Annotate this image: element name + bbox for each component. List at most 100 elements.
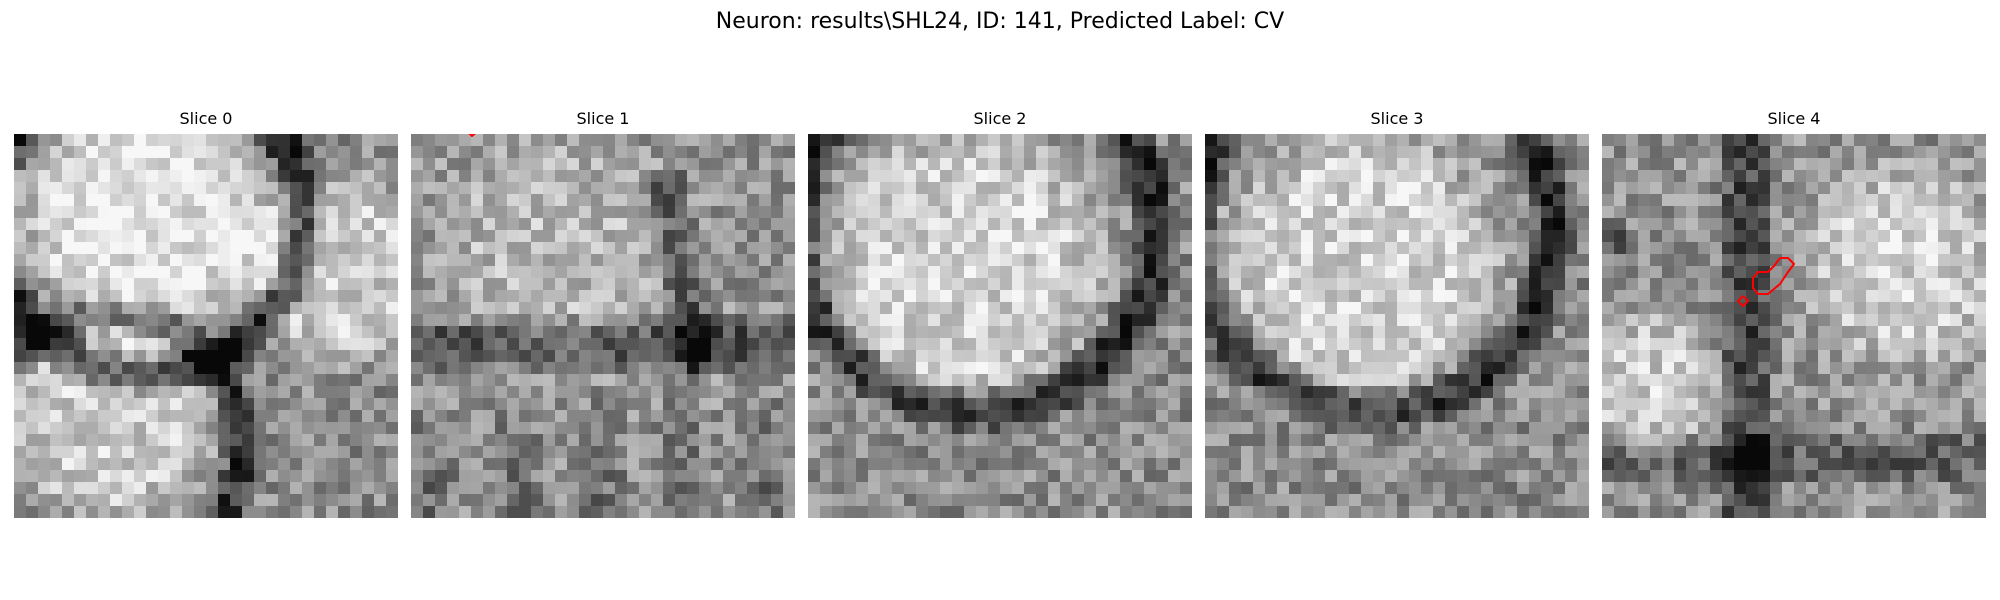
pixel xyxy=(1325,350,1337,362)
pixel xyxy=(1529,458,1541,470)
pixel xyxy=(964,182,976,194)
pixel xyxy=(1842,314,1854,326)
pixel xyxy=(832,218,844,230)
pixel xyxy=(338,482,350,494)
pixel xyxy=(338,254,350,266)
pixel xyxy=(1024,326,1036,338)
pixel xyxy=(1698,458,1710,470)
pixel xyxy=(1132,278,1144,290)
pixel xyxy=(483,410,495,422)
pixel xyxy=(362,194,374,206)
pixel xyxy=(1662,302,1674,314)
pixel xyxy=(170,386,182,398)
pixel xyxy=(771,470,783,482)
pixel xyxy=(314,350,326,362)
pixel xyxy=(1505,374,1517,386)
pixel xyxy=(928,350,940,362)
pixel xyxy=(170,194,182,206)
pixel xyxy=(1385,206,1397,218)
pixel xyxy=(86,338,98,350)
pixel xyxy=(507,338,519,350)
pixel xyxy=(1866,326,1878,338)
pixel xyxy=(230,398,242,410)
pixel xyxy=(892,158,904,170)
pixel xyxy=(1048,350,1060,362)
pixel xyxy=(1878,290,1890,302)
pixel xyxy=(615,386,627,398)
pixel xyxy=(1662,206,1674,218)
pixel xyxy=(820,398,832,410)
pixel xyxy=(423,314,435,326)
pixel xyxy=(1180,134,1192,146)
pixel xyxy=(711,482,723,494)
pixel xyxy=(1000,374,1012,386)
pixel xyxy=(266,278,278,290)
pixel xyxy=(134,422,146,434)
pixel xyxy=(254,182,266,194)
pixel xyxy=(1553,410,1565,422)
pixel xyxy=(1397,482,1409,494)
pixel xyxy=(266,482,278,494)
pixel xyxy=(1770,134,1782,146)
pixel xyxy=(1421,218,1433,230)
pixel xyxy=(1229,506,1241,518)
pixel xyxy=(1120,218,1132,230)
pixel xyxy=(964,206,976,218)
pixel xyxy=(1626,242,1638,254)
pixel xyxy=(495,158,507,170)
pixel xyxy=(868,182,880,194)
pixel xyxy=(579,458,591,470)
pixel xyxy=(1553,170,1565,182)
pixel xyxy=(735,374,747,386)
pixel xyxy=(1614,374,1626,386)
pixel xyxy=(1012,362,1024,374)
pixel xyxy=(1806,266,1818,278)
pixel xyxy=(1445,194,1457,206)
pixel xyxy=(1650,230,1662,242)
pixel xyxy=(519,242,531,254)
pixel xyxy=(1493,242,1505,254)
pixel xyxy=(1217,434,1229,446)
pixel xyxy=(1000,290,1012,302)
pixel xyxy=(916,422,928,434)
pixel xyxy=(278,350,290,362)
pixel xyxy=(242,242,254,254)
pixel xyxy=(1301,434,1313,446)
pixel xyxy=(290,338,302,350)
pixel xyxy=(170,302,182,314)
pixel xyxy=(1060,242,1072,254)
pixel xyxy=(1914,158,1926,170)
pixel xyxy=(976,314,988,326)
pixel xyxy=(230,482,242,494)
pixel xyxy=(278,218,290,230)
pixel xyxy=(651,338,663,350)
pixel xyxy=(1072,374,1084,386)
pixel xyxy=(302,350,314,362)
pixel xyxy=(663,434,675,446)
pixel xyxy=(338,374,350,386)
pixel xyxy=(687,278,699,290)
pixel xyxy=(1361,302,1373,314)
pixel xyxy=(591,254,603,266)
pixel xyxy=(266,494,278,506)
pixel xyxy=(543,314,555,326)
pixel xyxy=(1686,266,1698,278)
pixel xyxy=(832,386,844,398)
pixel xyxy=(14,266,26,278)
pixel xyxy=(206,302,218,314)
pixel xyxy=(254,458,266,470)
pixel xyxy=(663,446,675,458)
pixel xyxy=(1529,338,1541,350)
pixel xyxy=(302,482,314,494)
pixel xyxy=(1830,398,1842,410)
pixel xyxy=(1626,350,1638,362)
pixel xyxy=(495,410,507,422)
pixel xyxy=(146,194,158,206)
pixel xyxy=(759,338,771,350)
pixel xyxy=(1084,446,1096,458)
pixel xyxy=(290,386,302,398)
pixel xyxy=(988,506,1000,518)
pixel xyxy=(1842,182,1854,194)
pixel xyxy=(1818,194,1830,206)
pixel xyxy=(1914,242,1926,254)
